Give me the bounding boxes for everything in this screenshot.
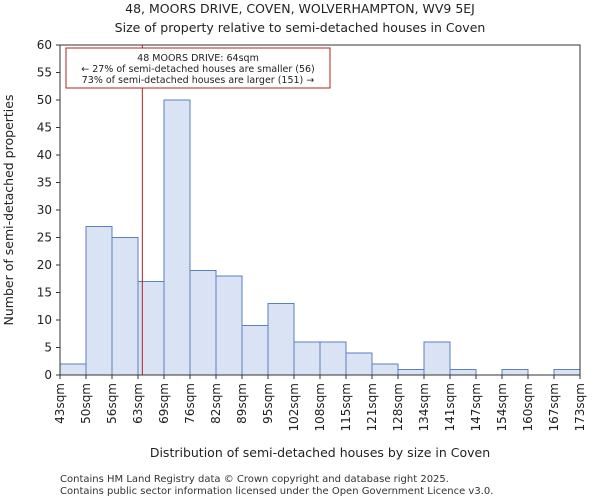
y-tick-label: 25 (37, 231, 52, 245)
x-axis-label: Distribution of semi-detached houses by … (150, 445, 490, 460)
x-tick-label: 160sqm (521, 383, 535, 431)
y-tick-label: 15 (37, 286, 52, 300)
bar-56sqm (111, 237, 139, 376)
bar-43sqm (59, 363, 87, 376)
y-tick-label: 30 (37, 203, 52, 217)
y-tick-label: 10 (37, 313, 52, 327)
bar-134sqm (423, 341, 451, 376)
x-tick-label: 95sqm (261, 383, 275, 424)
annotation-line-1: 48 MOORS DRIVE: 64sqm (137, 53, 259, 64)
bar-154sqm (501, 369, 529, 376)
bar-82sqm (215, 275, 243, 376)
y-tick-label: 50 (37, 93, 52, 107)
x-tick-label: 76sqm (183, 383, 197, 424)
bar-108sqm (319, 341, 347, 376)
x-tick-label: 134sqm (417, 383, 431, 431)
x-tick-label: 147sqm (469, 383, 483, 431)
footer-line-2: Contains public sector information licen… (60, 486, 493, 497)
x-tick-label: 89sqm (235, 383, 249, 424)
bar-141sqm (449, 369, 477, 376)
annotation-line-3: 73% of semi-detached houses are larger (… (82, 75, 315, 86)
bars-group (59, 99, 581, 376)
x-tick-label: 173sqm (573, 383, 587, 431)
x-axis-ticks: 43sqm 50sqm 56sqm 63sqm 69sqm 76sqm 82sqm 89sqm… (53, 375, 587, 431)
bar-121sqm (371, 363, 399, 376)
y-axis-label: Number of semi-detached properties (1, 95, 16, 326)
bar-69sqm (163, 99, 191, 376)
x-tick-label: 108sqm (313, 383, 327, 431)
annotation-box (65, 47, 331, 89)
x-tick-label: 128sqm (391, 383, 405, 431)
y-tick-label: 20 (37, 258, 52, 272)
x-tick-label: 115sqm (339, 383, 353, 431)
x-tick-label: 50sqm (79, 383, 93, 424)
x-tick-label: 167sqm (547, 383, 561, 431)
chart-title: 48, MOORS DRIVE, COVEN, WOLVERHAMPTON, W… (125, 1, 475, 16)
y-tick-label: 55 (37, 66, 52, 80)
footer-line-1: Contains HM Land Registry data © Crown c… (60, 474, 449, 485)
bar-167sqm (553, 369, 581, 376)
x-tick-label: 102sqm (287, 383, 301, 431)
y-tick-label: 0 (44, 368, 52, 382)
x-tick-label: 82sqm (209, 383, 223, 424)
y-tick-label: 35 (37, 176, 52, 190)
y-tick-label: 45 (37, 121, 52, 135)
x-tick-label: 154sqm (495, 383, 509, 431)
bar-95sqm (267, 303, 295, 376)
bar-76sqm (189, 270, 217, 376)
y-tick-label: 5 (44, 341, 52, 355)
x-tick-label: 63sqm (131, 383, 145, 424)
y-axis-ticks: 0 5 10 15 20 25 30 35 40 45 50 55 60 (37, 38, 60, 382)
bar-102sqm (293, 341, 321, 376)
annotation-line-2: ← 27% of semi-detached houses are smalle… (81, 64, 315, 75)
y-tick-label: 60 (37, 38, 52, 52)
bar-115sqm (345, 352, 373, 376)
x-tick-label: 121sqm (365, 383, 379, 431)
bar-89sqm (241, 325, 269, 376)
bar-128sqm (397, 369, 425, 376)
chart-subtitle: Size of property relative to semi-detach… (115, 20, 486, 35)
y-tick-label: 40 (37, 148, 52, 162)
bar-50sqm (85, 226, 113, 376)
x-tick-label: 69sqm (157, 383, 171, 424)
x-tick-label: 141sqm (443, 383, 457, 431)
marker-annotation: 48 MOORS DRIVE: 64sqm ← 27% of semi-deta… (65, 47, 331, 89)
x-tick-label: 56sqm (105, 383, 119, 424)
x-tick-label: 43sqm (53, 383, 67, 424)
